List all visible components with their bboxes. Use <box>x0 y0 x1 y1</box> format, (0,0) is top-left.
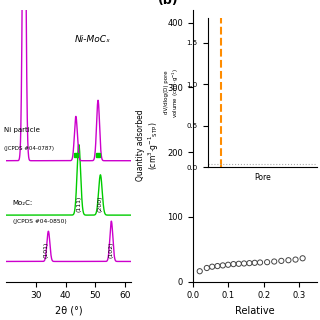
Point <box>279 258 284 263</box>
Text: (111): (111) <box>76 196 81 212</box>
Point <box>210 264 215 269</box>
Point <box>220 263 225 268</box>
Text: Ni-MoCₓ: Ni-MoCₓ <box>75 35 111 44</box>
Point <box>272 259 277 264</box>
Text: (102): (102) <box>109 242 114 259</box>
Point <box>265 260 270 265</box>
Point <box>197 269 202 274</box>
Point <box>252 260 257 265</box>
X-axis label: 2θ (°): 2θ (°) <box>55 306 82 316</box>
Text: Mo₂C:: Mo₂C: <box>12 200 33 206</box>
Point <box>286 258 291 263</box>
Text: (JCPDS #04-0787): (JCPDS #04-0787) <box>4 146 54 151</box>
Y-axis label: Quantity adsorbed
(cm$^{3}$$\cdot$g$^{-1}$$_{\mathregular{STP}}$): Quantity adsorbed (cm$^{3}$$\cdot$g$^{-1… <box>136 110 162 181</box>
Point <box>236 261 241 266</box>
X-axis label: Relative: Relative <box>235 306 275 316</box>
Text: (b): (b) <box>158 0 179 7</box>
Text: (101): (101) <box>44 242 49 259</box>
Point <box>242 261 247 266</box>
Point <box>258 260 263 265</box>
Text: (JCPDS #04-0850): (JCPDS #04-0850) <box>12 219 66 224</box>
Point <box>204 266 209 271</box>
Point <box>231 261 236 267</box>
Point <box>226 262 231 267</box>
Point <box>247 260 252 266</box>
Text: Ni particle: Ni particle <box>4 127 40 133</box>
Point <box>300 256 305 261</box>
Point <box>215 263 220 268</box>
Text: (200): (200) <box>98 196 103 212</box>
Point <box>293 257 298 262</box>
